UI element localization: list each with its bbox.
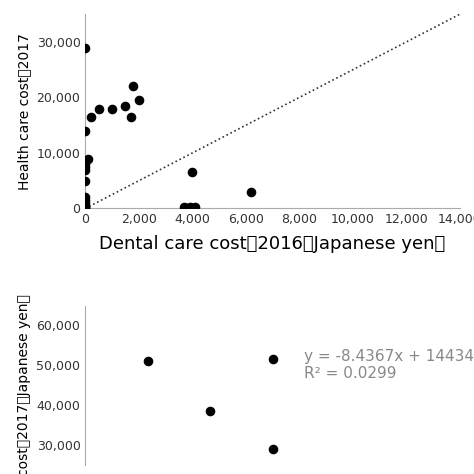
Point [186,203,193,211]
Point [183,204,191,212]
Point [87,113,94,121]
Point [82,202,89,210]
Y-axis label: cost（2017；Japanese yen）: cost（2017；Japanese yen） [17,294,31,474]
Point [82,196,89,204]
Point [82,199,89,207]
Point [82,160,89,168]
Point [269,356,276,363]
Point [269,445,276,452]
Y-axis label: Health care cost（2017: Health care cost（2017 [17,33,31,190]
Point [82,205,89,212]
Point [95,105,102,112]
Point [82,177,89,184]
Point [122,102,129,109]
Point [135,96,143,104]
Point [82,166,89,173]
Point [247,188,255,196]
Point [127,113,135,121]
Point [82,163,89,171]
Text: y = -8.4367x + 14434
R² = 0.0299: y = -8.4367x + 14434 R² = 0.0299 [304,349,474,382]
Point [206,407,214,415]
Point [144,357,152,365]
Point [130,82,137,90]
Point [82,203,89,211]
Point [108,105,116,112]
Point [191,203,199,211]
X-axis label: Dental care cost（2016；Japanese yen）: Dental care cost（2016；Japanese yen） [100,235,446,253]
Point [189,169,196,176]
Point [181,203,188,211]
Point [82,193,89,201]
Point [84,155,92,162]
Point [82,44,89,51]
Point [82,127,89,135]
